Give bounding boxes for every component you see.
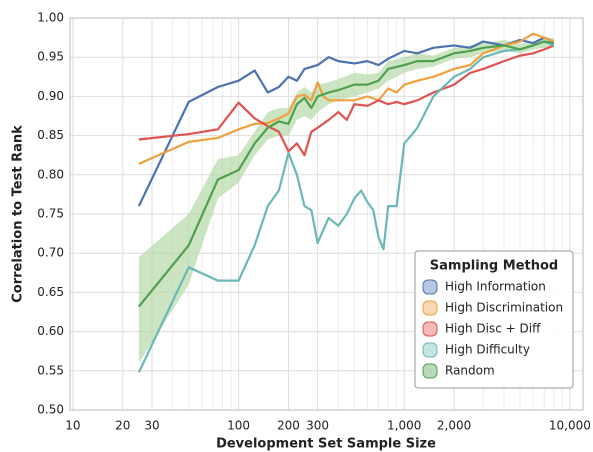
y-tick-label: 1.00 xyxy=(37,11,64,25)
x-tick-label: 10 xyxy=(65,419,80,433)
y-tick-label: 0.55 xyxy=(37,363,64,377)
legend-swatch xyxy=(422,342,438,358)
legend-title: Sampling Method xyxy=(430,259,558,274)
series-line xyxy=(138,44,555,157)
y-tick-label: 0.70 xyxy=(37,246,64,260)
series-line xyxy=(137,36,555,207)
legend-label: High Difficulty xyxy=(445,343,530,357)
series-line xyxy=(137,40,555,373)
series-line xyxy=(138,32,555,165)
legend-box xyxy=(414,250,574,389)
legend-swatch xyxy=(422,363,438,379)
y-tick-label: 0.95 xyxy=(37,50,64,64)
y-axis-label: Correlation to Test Rank xyxy=(11,125,26,303)
y-tick-label: 0.85 xyxy=(37,128,64,142)
legend-label: High Discrimination xyxy=(445,301,563,315)
legend: Sampling Method High Information High Disc… xyxy=(414,250,574,389)
legend-swatch xyxy=(422,300,438,316)
y-tick-label: 0.80 xyxy=(37,167,64,181)
x-tick-label: 2,000 xyxy=(437,419,471,433)
legend-swatch xyxy=(422,279,438,295)
x-tick-label: 100 xyxy=(227,419,250,433)
x-axis-label: Development Set Sample Size xyxy=(216,437,436,452)
legend-label: Random xyxy=(445,364,495,378)
legend-label: High Information xyxy=(445,280,546,294)
x-tick-label: 300 xyxy=(306,419,329,433)
legend-swatch xyxy=(422,321,438,337)
plot-frame xyxy=(69,17,584,411)
x-tick-label: 10,000 xyxy=(549,419,591,433)
y-tick-label: 0.75 xyxy=(37,207,64,221)
x-tick-label: 20 xyxy=(115,419,130,433)
x-tick-label: 200 xyxy=(277,419,300,433)
y-tick-label: 0.60 xyxy=(37,324,64,338)
legend-label: High Disc + Diff xyxy=(445,322,541,336)
y-tick-label: 0.90 xyxy=(37,89,64,103)
x-tick-label: 1,000 xyxy=(387,419,421,433)
series-line xyxy=(138,40,555,308)
y-tick-label: 0.50 xyxy=(37,403,64,417)
x-tick-label: 30 xyxy=(144,419,159,433)
y-tick-label: 0.65 xyxy=(37,285,64,299)
